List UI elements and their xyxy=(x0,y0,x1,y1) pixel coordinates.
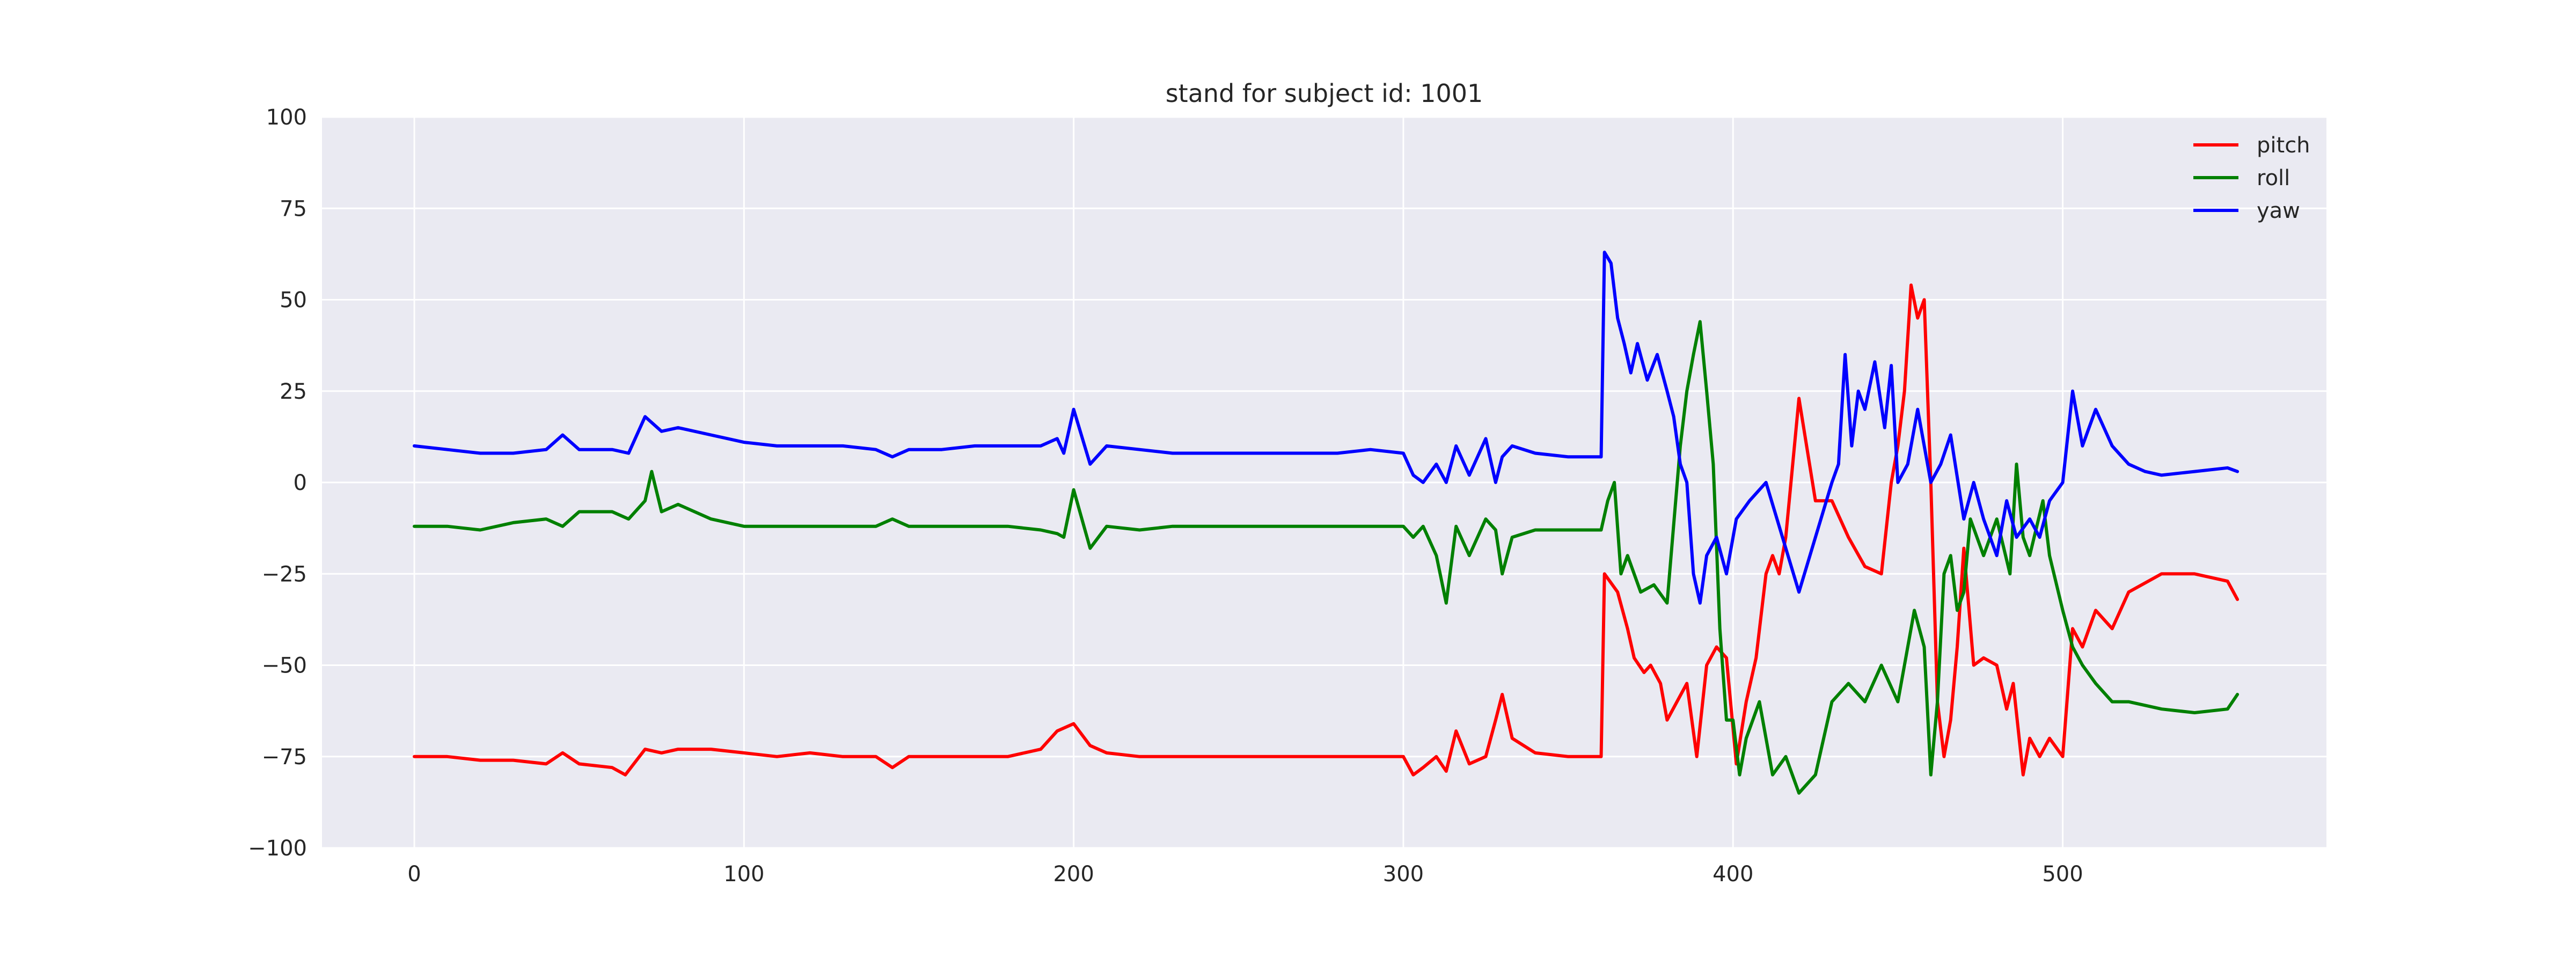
x-tick-label: 400 xyxy=(1713,862,1753,887)
series-layer xyxy=(413,251,2240,795)
y-tick-label: 75 xyxy=(280,196,307,221)
y-tick-label: 50 xyxy=(280,288,307,313)
x-tick-label: 300 xyxy=(1383,862,1424,887)
x-tick-label: 100 xyxy=(723,862,764,887)
y-axis-ticks: 100 75 50 25 0 −25 −50 −75 −100 xyxy=(248,105,307,861)
series-line-pitch xyxy=(413,283,2240,777)
y-tick-label: −25 xyxy=(262,562,307,587)
x-tick-label: 500 xyxy=(2042,862,2083,887)
legend-label-roll: roll xyxy=(2257,166,2290,191)
x-axis-ticks: 0 100 200 300 400 500 xyxy=(407,862,2083,887)
legend-label-yaw: yaw xyxy=(2257,199,2300,223)
y-tick-label: 0 xyxy=(294,471,307,495)
chart-title: stand for subject id: 1001 xyxy=(1166,79,1483,108)
y-tick-label: −50 xyxy=(262,654,307,678)
legend-label-pitch: pitch xyxy=(2257,133,2310,158)
series-line-roll xyxy=(413,320,2240,795)
series-line-yaw xyxy=(413,251,2240,605)
x-tick-label: 0 xyxy=(407,862,421,887)
legend: pitch roll yaw xyxy=(2193,133,2310,223)
y-tick-label: 25 xyxy=(280,379,307,404)
y-tick-label: −75 xyxy=(262,745,307,770)
x-tick-label: 200 xyxy=(1053,862,1094,887)
y-tick-label: 100 xyxy=(266,105,307,130)
y-tick-label: −100 xyxy=(248,836,307,861)
